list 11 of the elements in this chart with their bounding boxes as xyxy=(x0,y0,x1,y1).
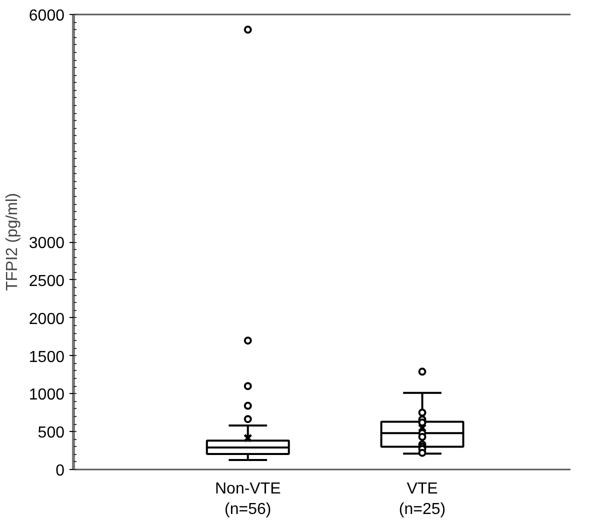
y-tick-label: 1500 xyxy=(28,348,65,366)
y-tick-label: 3000 xyxy=(28,235,65,252)
x-tick-label: Non-VTE (n=56) xyxy=(214,480,281,518)
y-tick-label: 2000 xyxy=(28,310,65,328)
y-tick-label: 1000 xyxy=(28,386,65,404)
y-tick-label: 2500 xyxy=(28,272,65,290)
x-tick-label: VTE (n=25) xyxy=(398,480,446,518)
y-tick-label: 500 xyxy=(38,424,65,442)
y-tick-label: 6000 xyxy=(28,8,65,24)
y-axis-title: TFPI2 (pg/ml) xyxy=(4,193,21,291)
y-tick-label: 0 xyxy=(56,462,65,480)
